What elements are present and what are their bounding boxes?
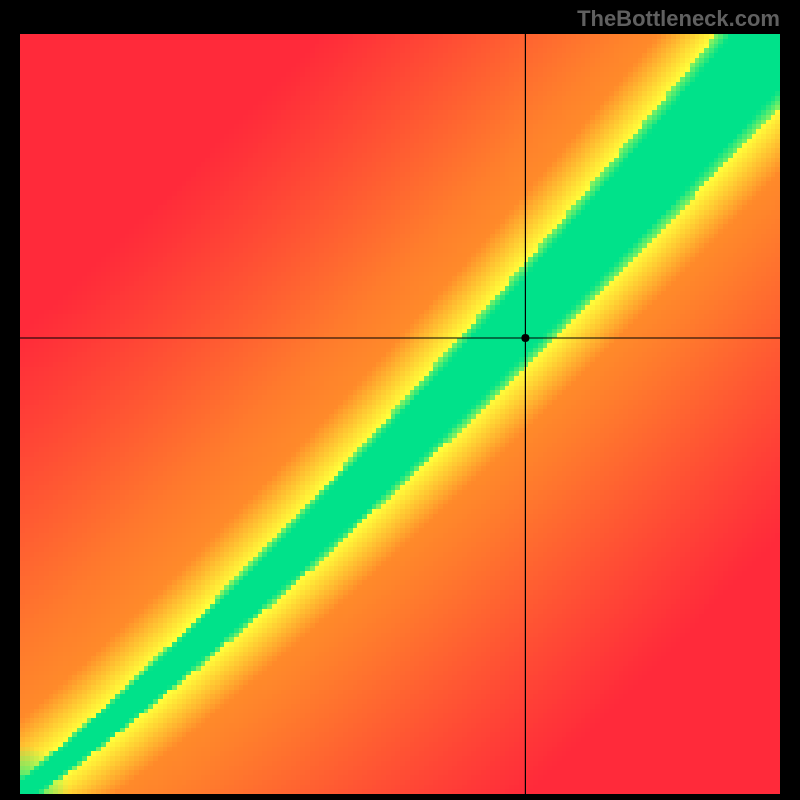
heatmap-canvas (20, 34, 780, 794)
chart-container: TheBottleneck.com (0, 0, 800, 800)
watermark-text: TheBottleneck.com (577, 6, 780, 32)
heatmap-plot (20, 34, 780, 794)
